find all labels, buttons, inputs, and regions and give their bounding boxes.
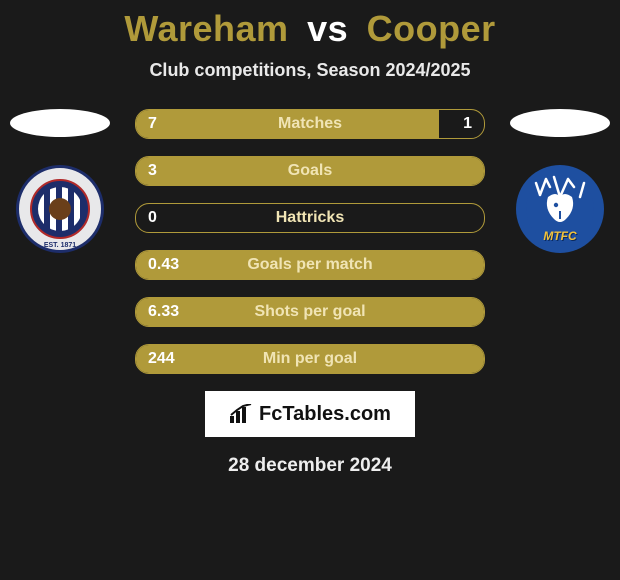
stat-row: 244Min per goal bbox=[135, 344, 485, 374]
comparison-content: EST. 1871 MTFC 7Matches1 3Goals 0Hattricks… bbox=[0, 109, 620, 477]
vs-label: vs bbox=[307, 8, 348, 49]
club-badge-right: MTFC bbox=[516, 165, 604, 253]
comparison-date: 28 december 2024 bbox=[0, 455, 620, 477]
badge-est-text: EST. 1871 bbox=[16, 165, 104, 253]
player2-ellipse bbox=[510, 109, 610, 137]
stag-icon bbox=[534, 175, 586, 225]
player2-name: Cooper bbox=[367, 8, 496, 49]
fctables-text: FcTables.com bbox=[259, 403, 391, 426]
stat-label: Goals per match bbox=[136, 251, 484, 279]
club-badge-left: EST. 1871 bbox=[16, 165, 104, 253]
fctables-watermark: FcTables.com bbox=[205, 391, 415, 437]
fctables-logo-icon bbox=[229, 404, 253, 424]
stat-label: Matches bbox=[136, 110, 484, 138]
stat-row: 7Matches1 bbox=[135, 109, 485, 139]
stat-label: Goals bbox=[136, 157, 484, 185]
player1-name: Wareham bbox=[124, 8, 288, 49]
stat-row: 0.43Goals per match bbox=[135, 250, 485, 280]
stat-bars: 7Matches1 3Goals 0Hattricks 0.43Goals per m… bbox=[135, 109, 485, 374]
stat-label: Min per goal bbox=[136, 345, 484, 373]
stat-row: 0Hattricks bbox=[135, 203, 485, 233]
comparison-title: Wareham vs Cooper bbox=[0, 0, 620, 50]
player1-ellipse bbox=[10, 109, 110, 137]
stat-label: Hattricks bbox=[136, 204, 484, 232]
stat-value-right: 1 bbox=[463, 110, 472, 138]
season-subtitle: Club competitions, Season 2024/2025 bbox=[0, 60, 620, 81]
badge-letters: MTFC bbox=[516, 229, 604, 243]
stat-row: 3Goals bbox=[135, 156, 485, 186]
stat-row: 6.33Shots per goal bbox=[135, 297, 485, 327]
stat-label: Shots per goal bbox=[136, 298, 484, 326]
